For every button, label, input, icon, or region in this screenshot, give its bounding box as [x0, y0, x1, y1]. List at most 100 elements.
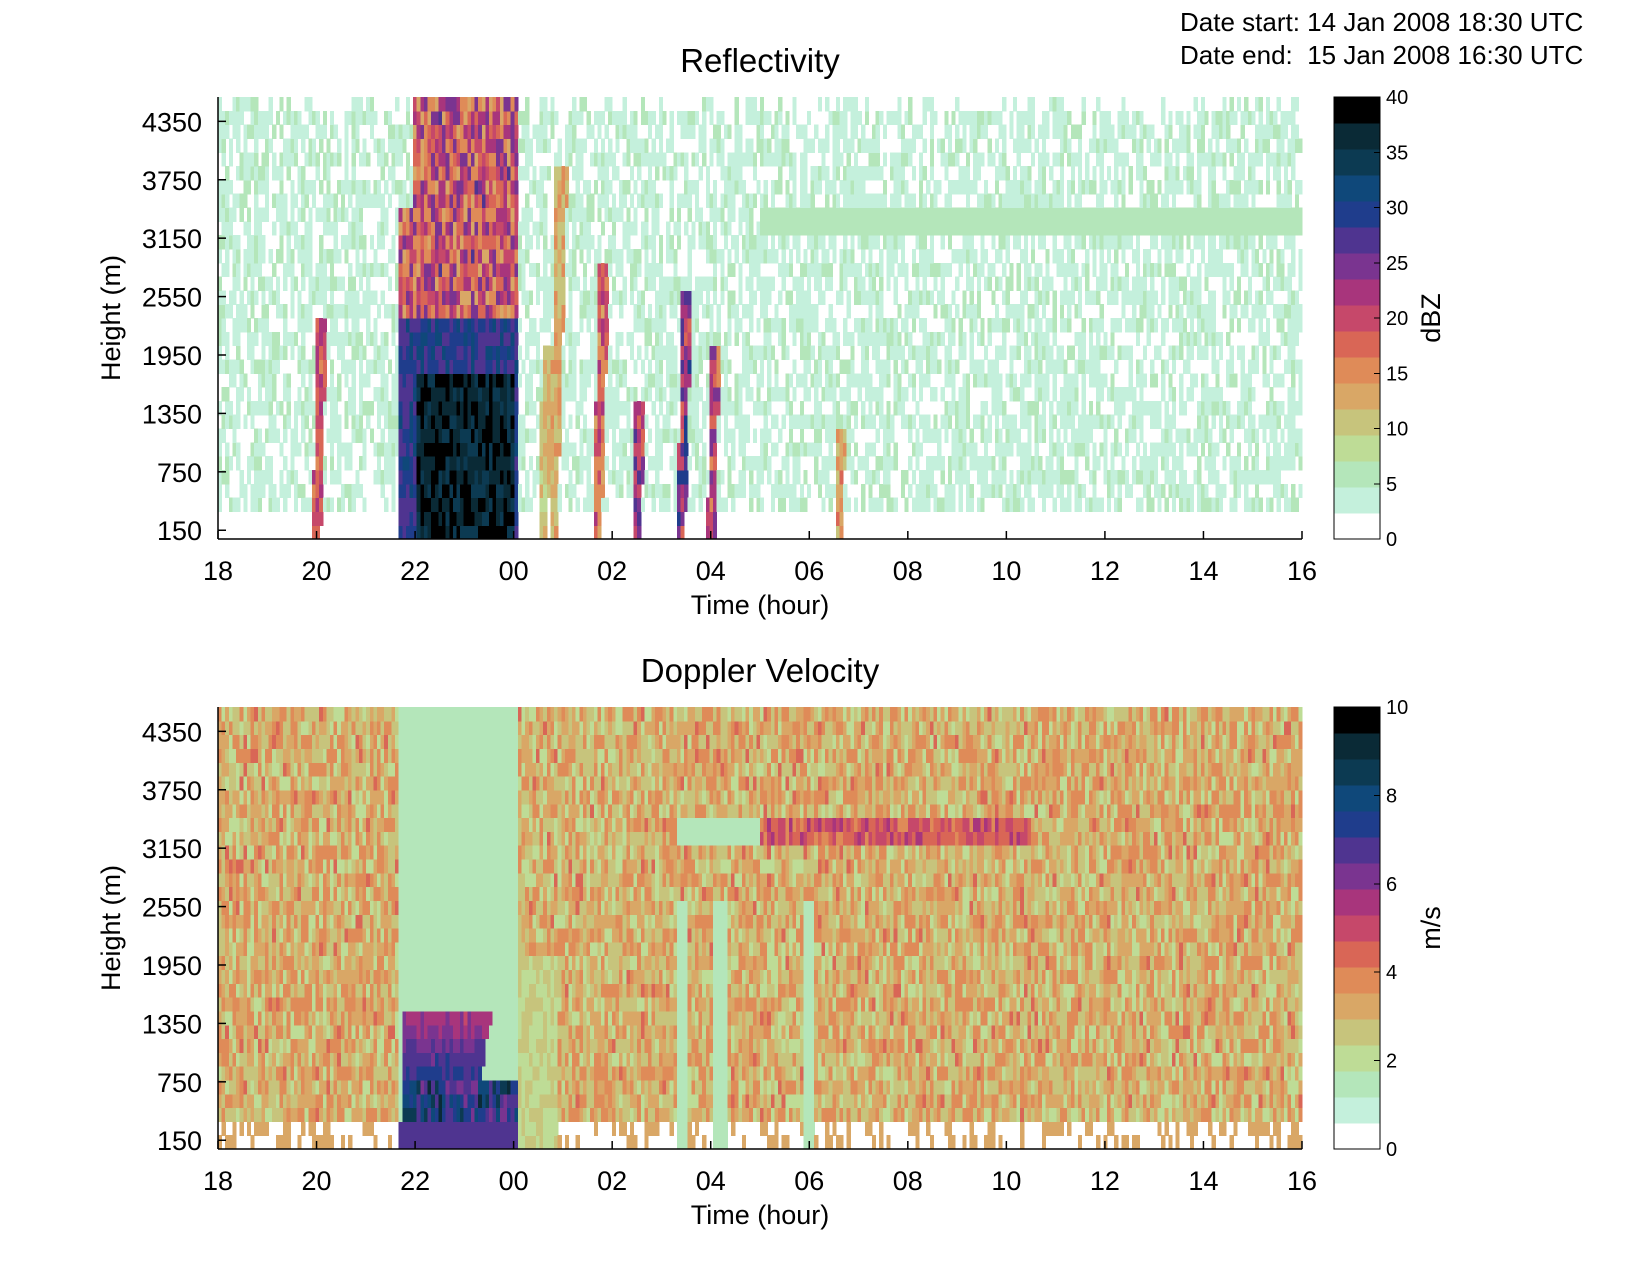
heatmap-cell [344, 400, 349, 416]
heatmap-cell [420, 124, 425, 140]
heatmap-cell [814, 276, 819, 291]
heatmap-cell [749, 345, 754, 361]
heatmap-cell [763, 290, 768, 305]
heatmap-cell [572, 359, 577, 374]
heatmap-cell [373, 290, 378, 305]
heatmap-cell [821, 138, 826, 153]
heatmap-cell [792, 276, 797, 291]
heatmap-cell [770, 345, 776, 361]
heatmap-cell [752, 483, 757, 499]
heatmap-cell [774, 359, 779, 374]
heatmap-cell [301, 400, 306, 416]
heatmap-cell [250, 152, 255, 167]
heatmap-cell [351, 221, 356, 236]
heatmap-cell [760, 248, 765, 264]
heatmap-cell [1034, 221, 1039, 236]
heatmap-cell [423, 207, 429, 222]
heatmap-cell [348, 387, 353, 402]
heatmap-cell [597, 235, 602, 250]
heatmap-cell [391, 428, 396, 443]
heatmap-cell [507, 456, 512, 471]
heatmap-cell [893, 442, 898, 457]
heatmap-cell [218, 110, 223, 126]
heatmap-cell [221, 304, 226, 319]
heatmap-cell [517, 497, 523, 512]
heatmap-cell [416, 110, 421, 126]
heatmap-cell [420, 456, 425, 471]
heatmap-cell [380, 428, 385, 443]
heatmap-cell [713, 248, 718, 264]
heatmap-cell [290, 179, 295, 195]
heatmap-cell [319, 414, 324, 430]
heatmap-cell [445, 179, 450, 195]
heatmap-cell [593, 483, 598, 499]
heatmap-cell [550, 400, 555, 416]
heatmap-cell [293, 221, 299, 236]
heatmap-cell [1074, 304, 1079, 319]
heatmap-cell [557, 442, 562, 457]
heatmap-cell [680, 469, 685, 485]
heatmap-cell [713, 511, 718, 526]
heatmap-cell [940, 290, 945, 305]
heatmap-cell [1056, 456, 1061, 471]
heatmap-cell [438, 221, 443, 236]
heatmap-cell [864, 318, 869, 333]
heatmap-cell [434, 373, 440, 388]
heatmap-cell [478, 276, 483, 291]
heatmap-cell [1041, 124, 1047, 140]
heatmap-cell [398, 290, 403, 305]
heatmap-cell [908, 207, 913, 222]
heatmap-cell [843, 483, 848, 499]
heatmap-cell [384, 331, 389, 347]
heatmap-cell [969, 207, 974, 222]
heatmap-cell [438, 110, 443, 126]
heatmap-cell [1009, 373, 1014, 388]
heatmap-cell [846, 414, 851, 430]
heatmap-cell [228, 414, 234, 430]
heatmap-cell [662, 497, 667, 512]
heatmap-cell [756, 262, 761, 278]
heatmap-cell [355, 304, 360, 319]
heatmap-cell [582, 373, 588, 388]
heatmap-cell [850, 456, 855, 471]
heatmap-cell [778, 290, 783, 305]
heatmap-cell [752, 110, 757, 126]
heatmap-cell [579, 248, 584, 264]
heatmap-cell [460, 359, 465, 374]
heatmap-cell [467, 483, 472, 499]
heatmap-cell [872, 497, 877, 512]
heatmap-cell [416, 262, 421, 278]
heatmap-cell [1059, 456, 1065, 471]
heatmap-cell [749, 152, 754, 167]
heatmap-cell [257, 166, 262, 181]
heatmap-cell [236, 97, 241, 112]
heatmap-cell [1016, 179, 1021, 195]
heatmap-cell [597, 525, 602, 540]
heatmap-cell [958, 207, 963, 222]
heatmap-cell [535, 345, 541, 361]
heatmap-cell [1063, 414, 1068, 430]
heatmap-cell [825, 221, 830, 236]
heatmap-cell [499, 290, 505, 305]
heatmap-cell [442, 124, 447, 140]
heatmap-cell [1034, 138, 1039, 153]
heatmap-cell [510, 483, 515, 499]
heatmap-cell [976, 276, 982, 291]
heatmap-cell [225, 387, 230, 402]
heatmap-cell [825, 414, 830, 430]
heatmap-cell [752, 290, 757, 305]
heatmap-cell [720, 469, 725, 485]
heatmap-cell [550, 483, 555, 499]
heatmap-cell [868, 497, 873, 512]
heatmap-cell [434, 345, 440, 361]
heatmap-cell [337, 373, 342, 388]
heatmap-cell [572, 345, 577, 361]
heatmap-cell [301, 304, 306, 319]
heatmap-cell [900, 152, 906, 167]
heatmap-cell [456, 262, 461, 278]
heatmap-cell [355, 331, 360, 347]
heatmap-cell [499, 345, 505, 361]
heatmap-cell [1016, 110, 1021, 126]
heatmap-cell [546, 110, 552, 126]
heatmap-cell [601, 152, 606, 167]
